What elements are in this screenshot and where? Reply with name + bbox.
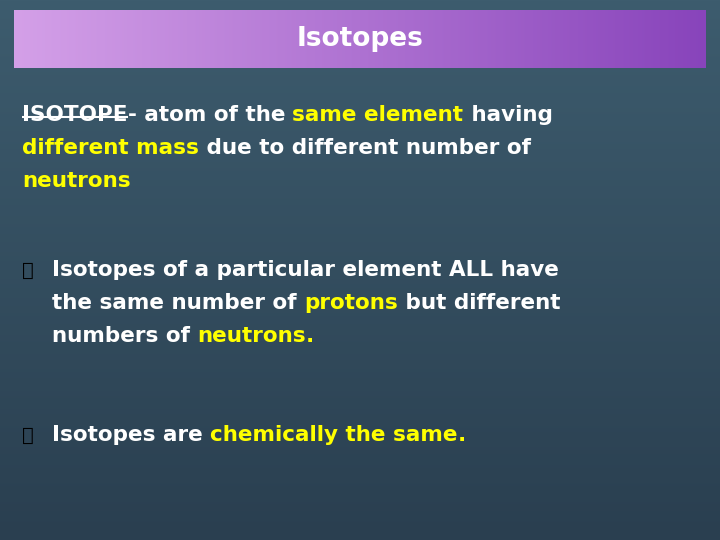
Text: Isotopes of a particular element ALL have: Isotopes of a particular element ALL hav… xyxy=(52,260,559,280)
Text: .: . xyxy=(306,326,315,346)
Text: neutrons: neutrons xyxy=(197,326,306,346)
Text: ISOTOPE: ISOTOPE xyxy=(22,105,127,125)
Text: the same number of: the same number of xyxy=(52,293,304,313)
Text: 🌐: 🌐 xyxy=(22,426,34,444)
Text: - atom of the: - atom of the xyxy=(127,105,292,125)
Text: numbers of: numbers of xyxy=(52,326,197,346)
Text: chemically the same: chemically the same xyxy=(210,425,458,445)
Text: due to different number of: due to different number of xyxy=(199,138,531,158)
Text: same element: same element xyxy=(292,105,464,125)
Text: but different: but different xyxy=(398,293,560,313)
Text: .: . xyxy=(458,425,466,445)
Text: neutrons: neutrons xyxy=(22,171,130,191)
Text: having: having xyxy=(464,105,552,125)
Text: protons: protons xyxy=(304,293,398,313)
Text: Isotopes: Isotopes xyxy=(297,26,423,52)
Text: 🌐: 🌐 xyxy=(22,260,34,280)
Text: Isotopes are: Isotopes are xyxy=(52,425,210,445)
Text: different mass: different mass xyxy=(22,138,199,158)
